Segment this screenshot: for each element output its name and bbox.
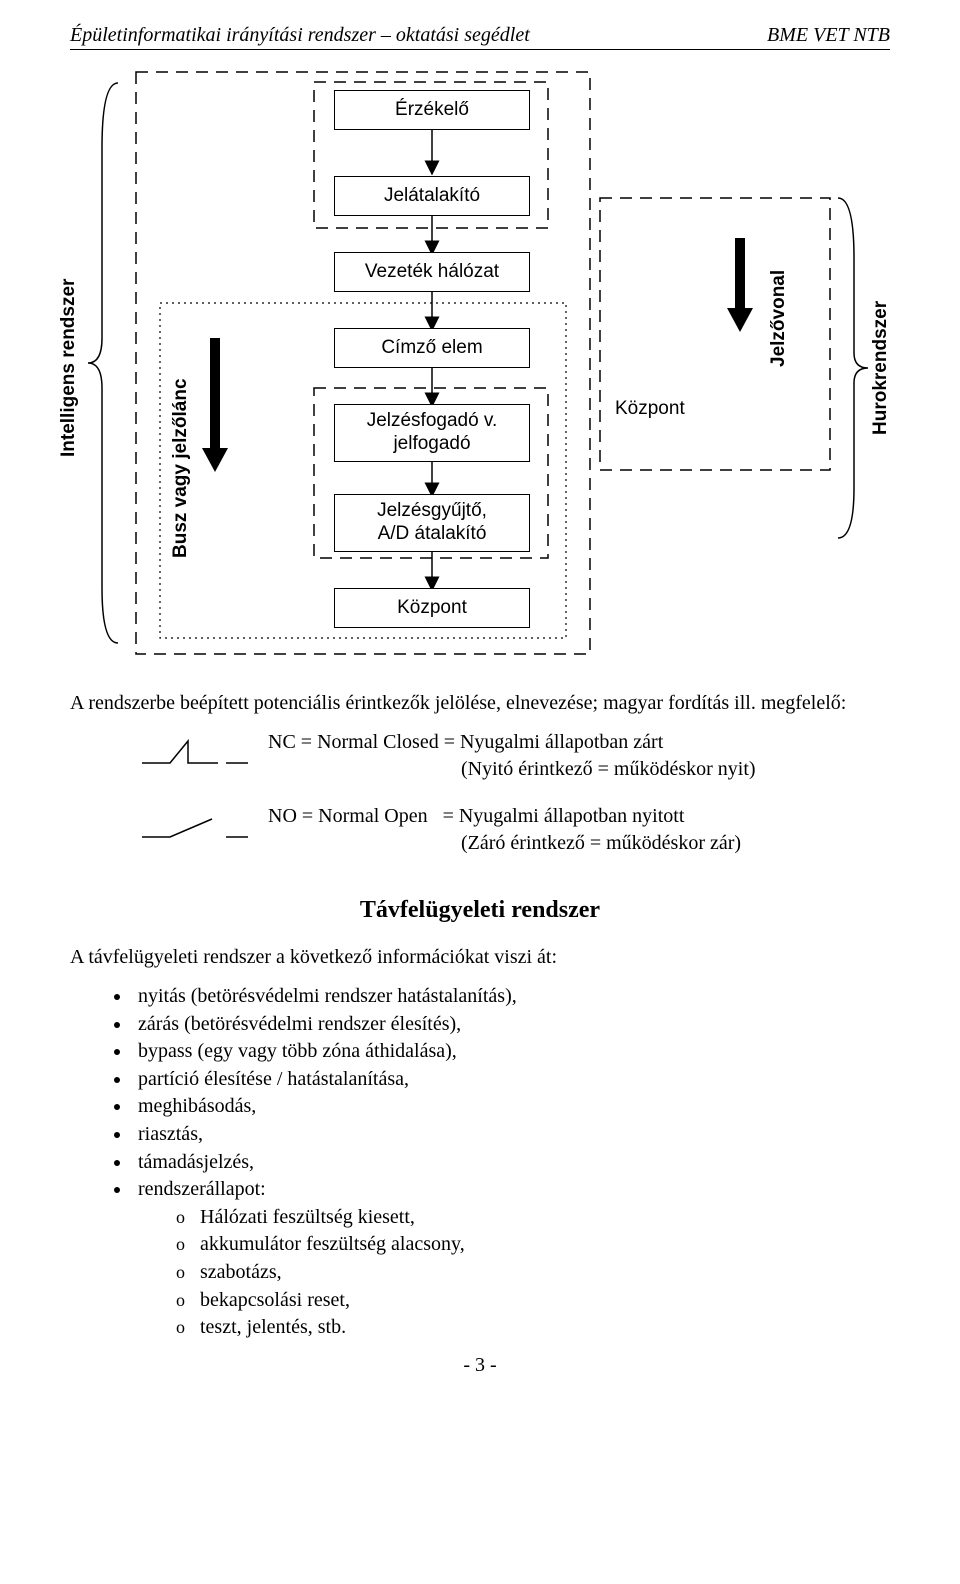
header-right: BME VET NTB	[767, 24, 890, 47]
def-nc-text: NC = Normal Closed = Nyugalmi állapotban…	[268, 729, 756, 783]
list-item: bypass (egy vagy több zóna áthidalása),	[132, 1038, 890, 1066]
list-item: partíció élesítése / hatástalanítása,	[132, 1066, 890, 1094]
box-jelatalakito: Jelátalakító	[334, 176, 530, 216]
label-busz: Busz vagy jelzőlánc	[170, 348, 192, 588]
page-header: Épületinformatikai irányítási rendszer –…	[70, 24, 890, 50]
label-intelligens: Intelligens rendszer	[58, 218, 80, 518]
page-number: - 3 -	[70, 1354, 890, 1377]
def-nc: NC = Normal Closed = Nyugalmi állapotban…	[140, 729, 890, 783]
nc-symbol-icon	[140, 733, 250, 773]
bullet-list: nyitás (betörésvédelmi rendszer hatástal…	[70, 983, 890, 1342]
header-left: Épületinformatikai irányítási rendszer –…	[70, 24, 530, 47]
list-item: nyitás (betörésvédelmi rendszer hatástal…	[132, 983, 890, 1011]
list-item: zárás (betörésvédelmi rendszer élesítés)…	[132, 1011, 890, 1039]
label-jelzovonal: Jelzővonal	[768, 238, 790, 398]
sub-item: teszt, jelentés, stb.	[170, 1314, 890, 1342]
sub-item: szabotázs,	[170, 1259, 890, 1287]
box-cimzo: Címző elem	[334, 328, 530, 368]
box-vezetek: Vezeték hálózat	[334, 252, 530, 292]
box-jelzesfogado: Jelzésfogadó v. jelfogadó	[334, 404, 530, 462]
box-jelzesgyujto: Jelzésgyűjtő, A/D átalakító	[334, 494, 530, 552]
no-line1: NO = Normal Open = Nyugalmi állapotban n…	[268, 805, 684, 827]
sub-item: akkumulátor feszültség alacsony,	[170, 1231, 890, 1259]
box-kozpont-bottom: Központ	[334, 588, 530, 628]
list-item-label: rendszerállapot:	[138, 1178, 266, 1200]
label-hurokrendszer: Hurokrendszer	[870, 268, 892, 468]
list-item: riasztás,	[132, 1121, 890, 1149]
def-no: NO = Normal Open = Nyugalmi állapotban n…	[140, 803, 890, 857]
document-page: Épületinformatikai irányítási rendszer –…	[0, 0, 960, 1407]
list-item: meghibásodás,	[132, 1093, 890, 1121]
sub-item: bekapcsolási reset,	[170, 1287, 890, 1315]
no-symbol-icon	[140, 807, 250, 847]
contact-definitions: NC = Normal Closed = Nyugalmi állapotban…	[140, 729, 890, 857]
box-erzekelo: Érzékelő	[334, 90, 530, 130]
system-diagram: Intelligens rendszer Busz vagy jelzőlánc…	[70, 68, 890, 658]
nc-line1: NC = Normal Closed = Nyugalmi állapotban…	[268, 731, 663, 753]
def-no-text: NO = Normal Open = Nyugalmi állapotban n…	[268, 803, 741, 857]
nc-line2: (Nyitó érintkező = működéskor nyit)	[268, 756, 756, 783]
section-heading: Távfelügyeleti rendszer	[70, 897, 890, 924]
sub-list: Hálózati feszültség kiesett, akkumulátor…	[138, 1204, 890, 1342]
label-kozpont-right: Központ	[615, 398, 685, 420]
list-item: rendszerállapot: Hálózati feszültség kie…	[132, 1176, 890, 1342]
section-intro: A távfelügyeleti rendszer a következő in…	[70, 946, 890, 969]
list-item: támadásjelzés,	[132, 1149, 890, 1177]
no-line2: (Záró érintkező = működéskor zár)	[268, 830, 741, 857]
intro-paragraph: A rendszerbe beépített potenciális érint…	[70, 692, 890, 715]
sub-item: Hálózati feszültség kiesett,	[170, 1204, 890, 1232]
